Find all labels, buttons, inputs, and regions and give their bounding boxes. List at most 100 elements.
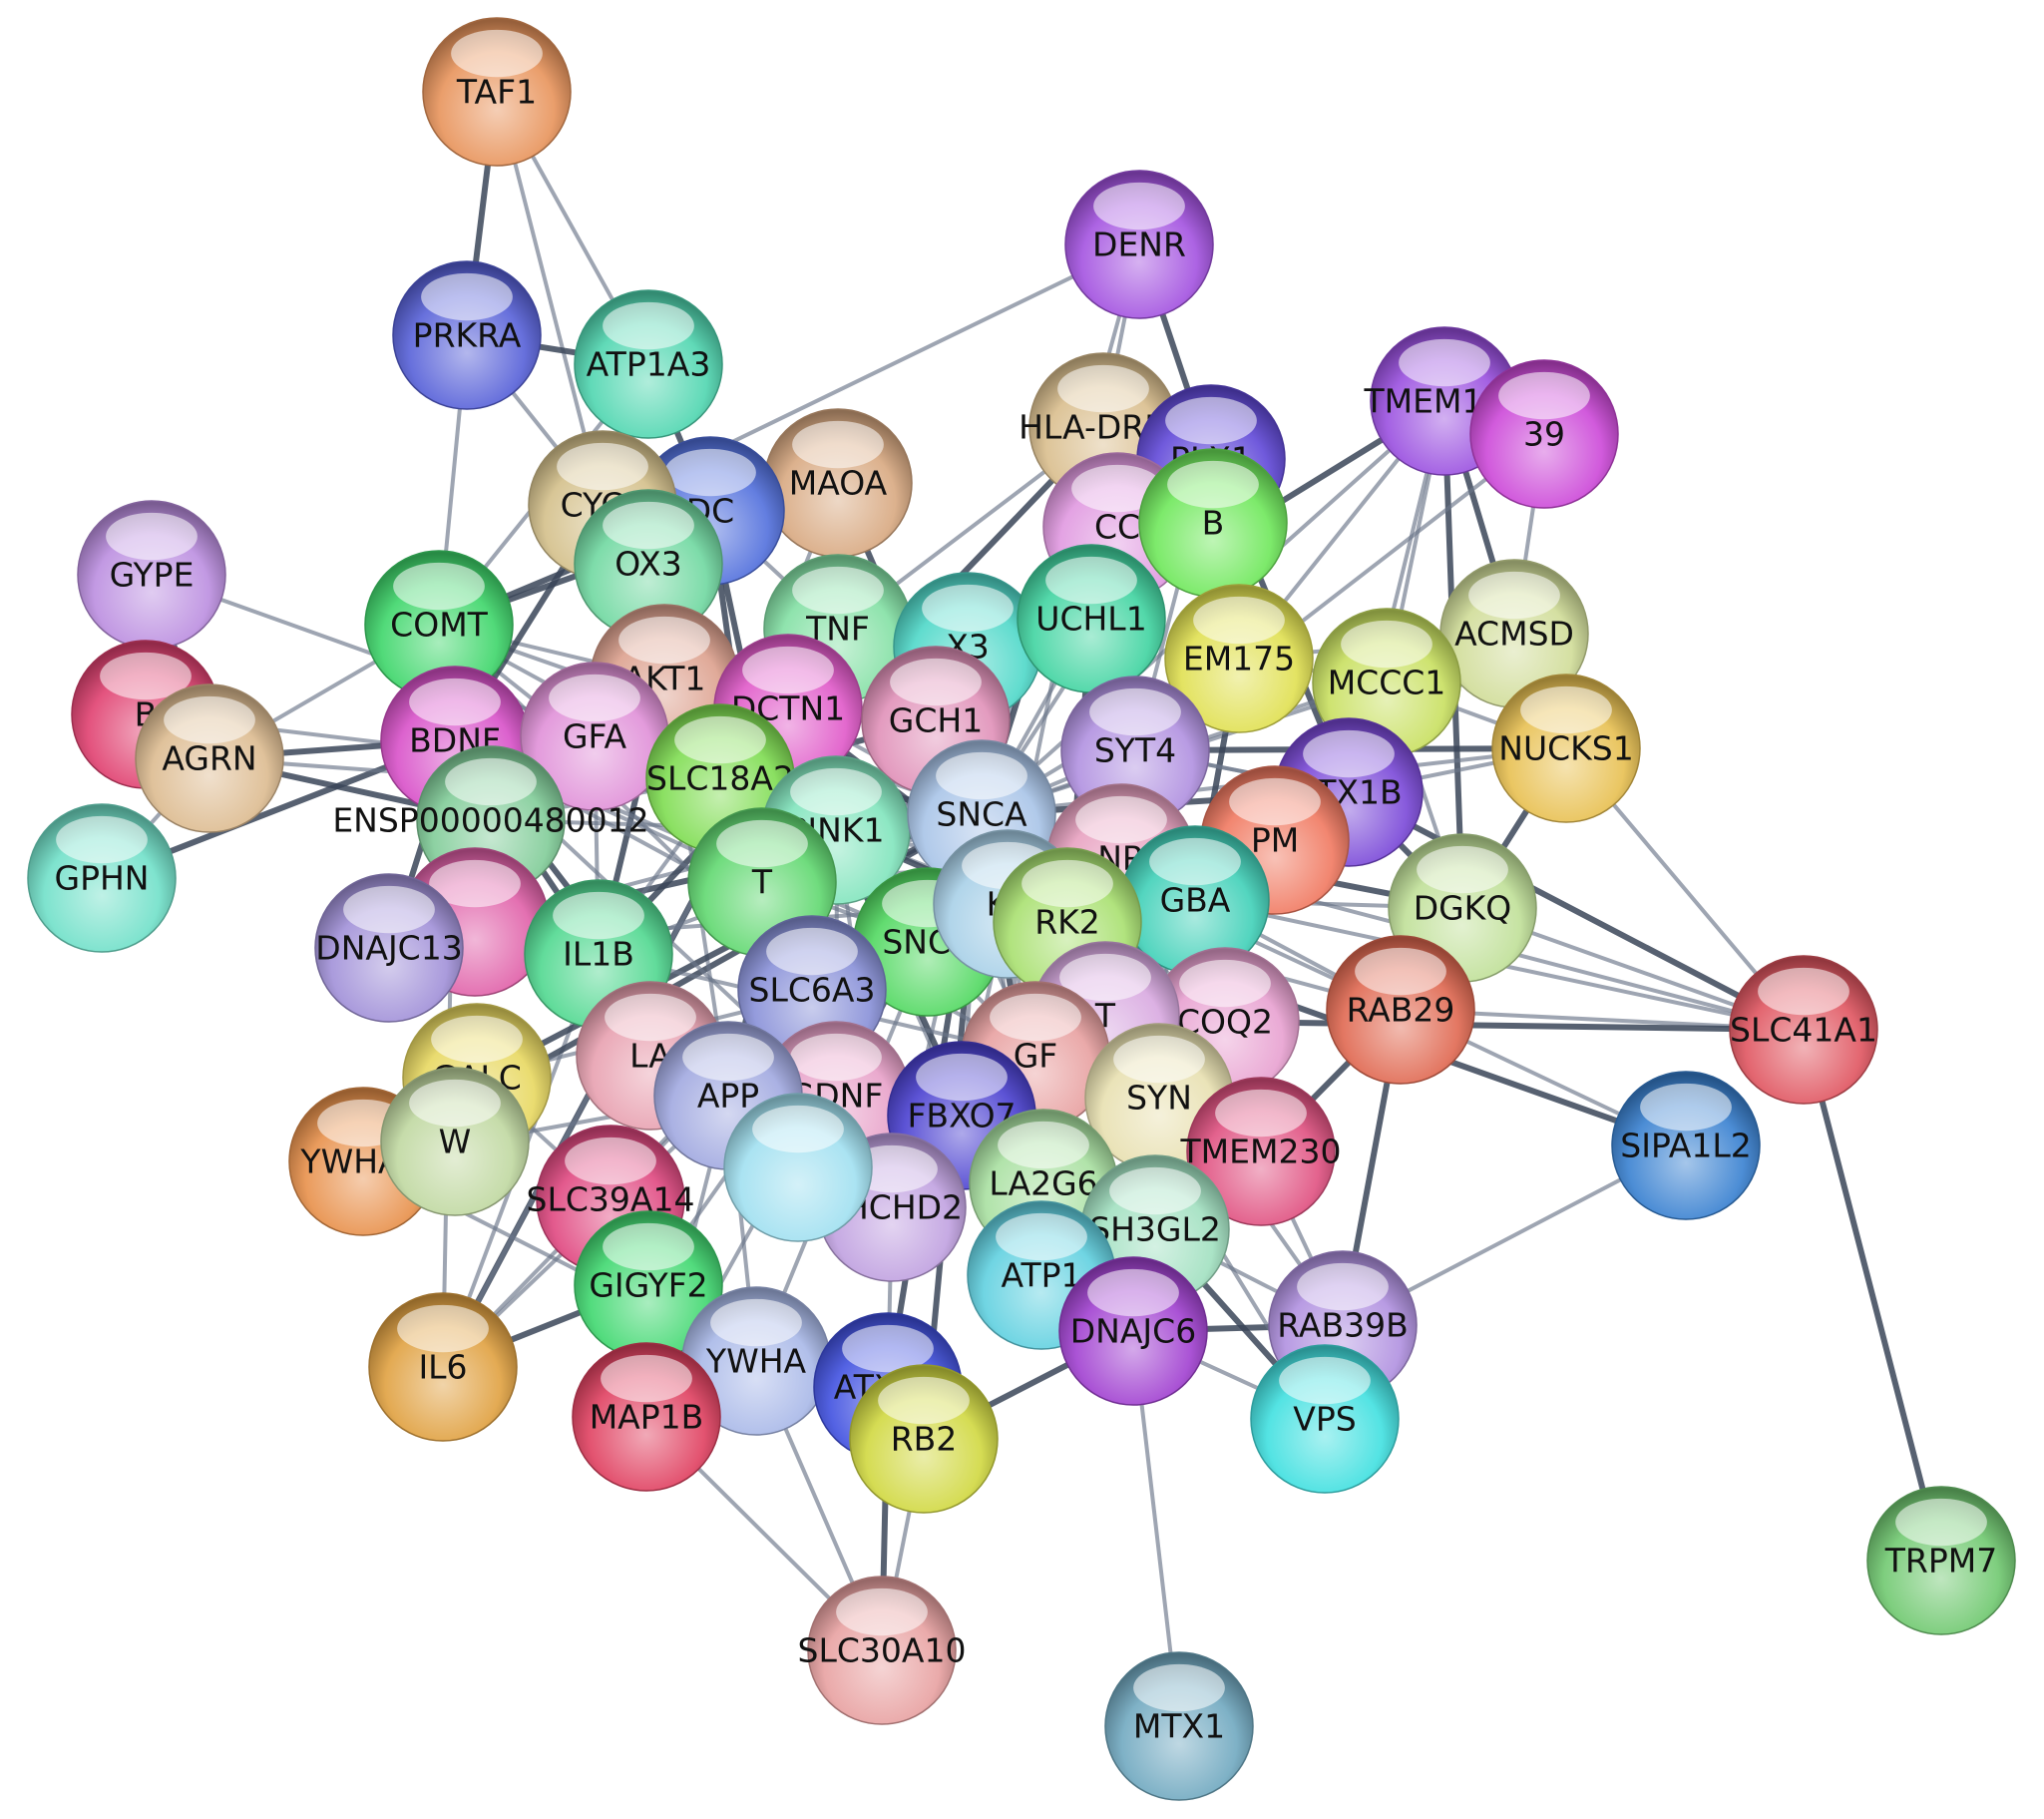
node-label: RAB29	[1347, 991, 1455, 1030]
node-il6[interactable]: IL6	[368, 1292, 518, 1442]
gloss-highlight	[549, 674, 640, 722]
gloss-highlight	[792, 566, 884, 615]
node-rab29[interactable]: RAB29	[1326, 935, 1475, 1085]
gloss-highlight	[1520, 685, 1612, 734]
gloss-highlight	[1399, 338, 1490, 387]
node-comt[interactable]: COMT	[364, 550, 514, 699]
node-slc30a10[interactable]: SLC30A10	[798, 1576, 967, 1725]
gloss-highlight	[1341, 620, 1432, 669]
node-label: GCH1	[889, 701, 983, 740]
node-label: SIPA1L2	[1620, 1127, 1751, 1165]
gloss-highlight	[1113, 1035, 1205, 1084]
node-acmsd[interactable]: ACMSD	[1439, 559, 1589, 708]
node-label: GBA	[1160, 881, 1231, 920]
edge-SLC41A1-STX1B	[1346, 789, 1807, 1033]
node-label: GIGYF2	[589, 1266, 707, 1305]
node-gba[interactable]: GBA	[1120, 825, 1270, 975]
node-ywhab[interactable]: YWHA	[681, 1286, 831, 1436]
node-taf1[interactable]: TAF1	[422, 17, 572, 167]
node-slc18a2[interactable]: SLC18A2	[645, 703, 795, 853]
node-slc6a3[interactable]: SLC6A3	[737, 915, 887, 1065]
node-gphn[interactable]: GPHN	[27, 803, 177, 953]
gloss-highlight	[1057, 364, 1149, 413]
node-label: MTX1	[1133, 1707, 1225, 1746]
gloss-highlight	[1297, 1262, 1389, 1311]
node-rab39[interactable]: 39	[1469, 359, 1619, 509]
gloss-highlight	[1303, 729, 1395, 778]
node-map1b[interactable]: MAP1B	[572, 1342, 721, 1492]
node-label: DGKQ	[1414, 889, 1512, 928]
gloss-highlight	[790, 1033, 882, 1082]
node-atp1a3[interactable]: ATP1A3	[574, 289, 723, 439]
gloss-highlight	[766, 927, 858, 976]
node-label: COMT	[390, 606, 488, 645]
node-gigyf2[interactable]: GIGYF2	[574, 1210, 723, 1360]
gloss-highlight	[1640, 1083, 1732, 1132]
gloss-highlight	[792, 420, 884, 469]
node-slc41a1[interactable]: SLC41A1	[1729, 955, 1878, 1105]
node-label: RAB39B	[1277, 1306, 1408, 1345]
node-label: SH3GL2	[1089, 1210, 1221, 1249]
node-vps13c[interactable]: VPS	[1250, 1344, 1400, 1494]
node-synj1b[interactable]: B	[1138, 448, 1288, 598]
node-agrn[interactable]: AGRN	[135, 683, 284, 833]
node-label: AGRN	[162, 739, 256, 778]
gloss-highlight	[936, 751, 1027, 800]
node-tmem230[interactable]: TMEM230	[1180, 1077, 1342, 1226]
gloss-highlight	[1149, 837, 1241, 886]
node-sipa1l2[interactable]: SIPA1L2	[1611, 1071, 1761, 1220]
node-label: YWHA	[705, 1342, 807, 1381]
node-label: MAP1B	[590, 1398, 704, 1437]
gloss-highlight	[1193, 596, 1285, 645]
node-foxo3[interactable]: OX3	[574, 489, 723, 639]
gloss-highlight	[1059, 953, 1151, 1002]
node-label: GPHN	[55, 859, 150, 898]
edge-SLC41A1-TRPM7	[1801, 1027, 1944, 1564]
node-label: VPS	[1293, 1400, 1356, 1439]
node-label: EM175	[1183, 640, 1295, 679]
node-nucks1[interactable]: NUCKS1	[1491, 674, 1641, 823]
gloss-highlight	[397, 1304, 489, 1353]
gloss-highlight	[1087, 1268, 1179, 1317]
node-trpm7[interactable]: TRPM7	[1866, 1486, 2016, 1635]
gloss-highlight	[1498, 371, 1590, 420]
node-uchl1[interactable]: UCHL1	[1017, 544, 1166, 693]
gloss-highlight	[1133, 1663, 1225, 1712]
gloss-highlight	[916, 1053, 1008, 1102]
node-denr[interactable]: DENR	[1064, 170, 1214, 319]
node-label: W	[439, 1123, 472, 1161]
gloss-highlight	[1355, 947, 1446, 996]
node-label: DENR	[1092, 226, 1186, 264]
node-label: OX3	[614, 545, 681, 584]
gloss-highlight	[996, 1212, 1087, 1261]
gloss-highlight	[553, 891, 644, 940]
node-ywhaz2[interactable]: W	[380, 1067, 530, 1216]
node-cdh[interactable]	[723, 1093, 873, 1242]
node-tmem175[interactable]: EM175	[1164, 584, 1314, 733]
gloss-highlight	[603, 301, 694, 350]
node-label: SYT4	[1094, 731, 1176, 770]
node-htrb2[interactable]: RB2	[849, 1364, 999, 1514]
node-gfap[interactable]: GFA	[520, 662, 669, 811]
gloss-highlight	[565, 1137, 656, 1185]
node-dnajc6[interactable]: DNAJC6	[1058, 1256, 1208, 1406]
node-label: ATP1	[1001, 1256, 1081, 1295]
gloss-highlight	[1279, 1356, 1371, 1405]
node-maoa[interactable]: MAOA	[763, 408, 913, 558]
gloss-highlight	[878, 1376, 970, 1425]
node-dnajc13[interactable]: DNAJC13	[314, 873, 464, 1023]
node-label: PM	[1251, 821, 1299, 860]
node-label: APP	[697, 1077, 759, 1116]
node-label: B	[1202, 504, 1225, 543]
gloss-highlight	[1758, 967, 1849, 1016]
node-label: UCHL1	[1035, 600, 1146, 639]
node-prkra[interactable]: PRKRA	[392, 260, 542, 410]
node-gype[interactable]: GYPE	[77, 500, 226, 650]
gloss-highlight	[1468, 571, 1560, 620]
gloss-highlight	[618, 616, 710, 665]
node-label: CC	[1094, 508, 1140, 547]
gloss-highlight	[842, 1324, 934, 1373]
node-mtx1[interactable]: MTX1	[1104, 1651, 1254, 1801]
gloss-highlight	[605, 993, 696, 1042]
